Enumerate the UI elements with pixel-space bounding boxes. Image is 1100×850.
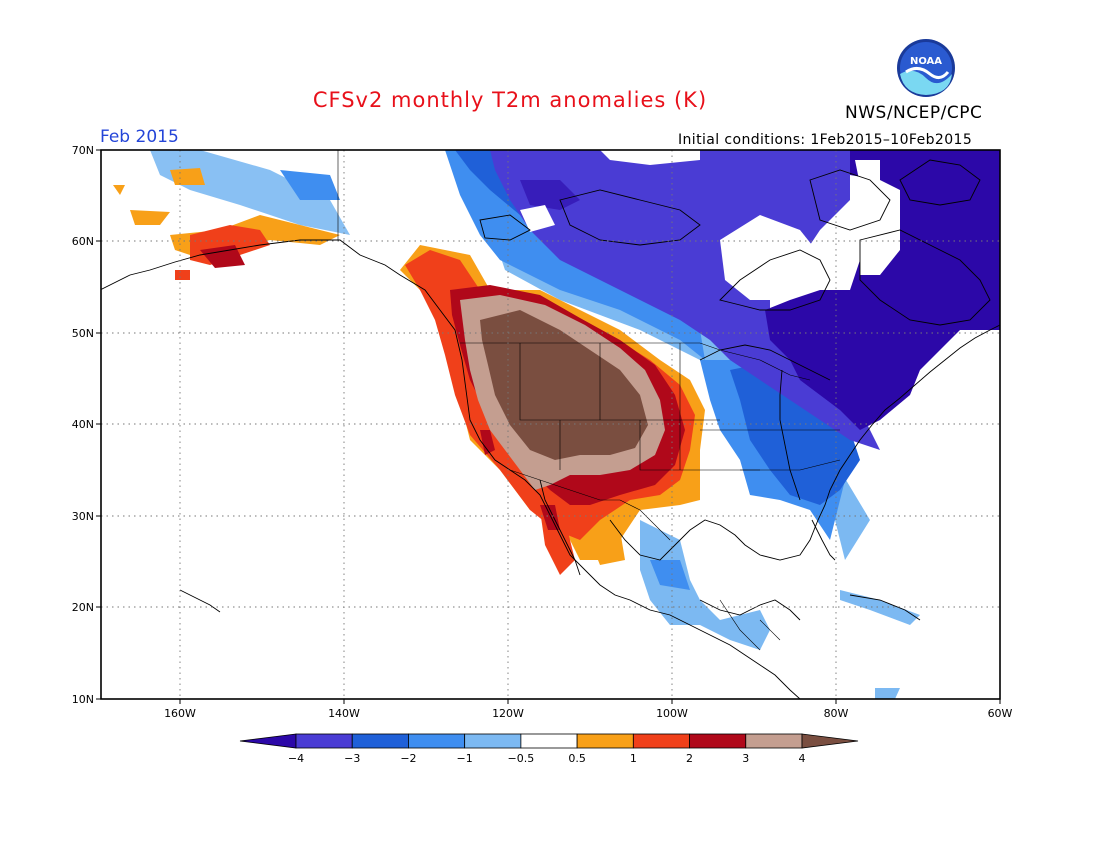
colorbar-label: −1 (457, 752, 473, 765)
colorbar-high-arrow (801, 733, 859, 749)
coastlines (101, 159, 1000, 699)
lon-label: 100W (656, 707, 688, 720)
colorbar-label: 1 (630, 752, 637, 765)
map-title: CFSv2 monthly T2m anomalies (K) (312, 88, 708, 112)
colorbar-swatch (464, 733, 522, 749)
colorbar-label: −3 (344, 752, 360, 765)
lon-label: 120W (492, 707, 524, 720)
graticule (101, 150, 1000, 699)
colorbar-label: 4 (799, 752, 806, 765)
lat-label: 60N (72, 235, 94, 248)
colorbar-swatch (295, 733, 353, 749)
colorbar-label: 0.5 (568, 752, 586, 765)
lat-label: 30N (72, 510, 94, 523)
colorbar-swatch (689, 733, 747, 749)
lon-label: 80W (824, 707, 849, 720)
lat-label: 40N (72, 418, 94, 431)
agency-label: NWS/NCEP/CPC (845, 103, 983, 123)
lat-label: 70N (72, 144, 94, 157)
lat-label: 50N (72, 327, 94, 340)
lat-labels: 70N 60N 50N 40N 30N 20N 10N (72, 144, 101, 706)
map-frame (100, 149, 1001, 700)
colorbar-label: −4 (288, 752, 304, 765)
colorbar-label: 3 (742, 752, 749, 765)
lat-label: 20N (72, 601, 94, 614)
noaa-logo-text: NOAA (910, 56, 942, 67)
colorbar-swatch (520, 733, 578, 749)
colorbar-low-arrow (239, 733, 297, 749)
colorbar-label: 2 (686, 752, 693, 765)
colorbar-swatch (576, 733, 634, 749)
colorbar-swatch (408, 733, 466, 749)
initial-conditions-label: Initial conditions: 1Feb2015–10Feb2015 (678, 132, 973, 148)
valid-month-label: Feb 2015 (100, 127, 179, 147)
colorbar-swatch (351, 733, 409, 749)
noaa-logo: NOAA (897, 39, 955, 97)
political-boundaries (337, 150, 841, 651)
lon-label: 60W (988, 707, 1013, 720)
colorbar-label: −2 (400, 752, 416, 765)
colorbar: −4 −3 −2 −1 −0.5 0.5 1 2 3 4 (239, 733, 859, 765)
anomaly-field (101, 150, 1000, 699)
lon-labels: 160W 140W 120W 100W 80W 60W (164, 699, 1013, 720)
colorbar-label: −0.5 (508, 752, 535, 765)
lon-label: 140W (328, 707, 360, 720)
colorbar-swatch (632, 733, 690, 749)
lon-label: 160W (164, 707, 196, 720)
colorbar-swatch (745, 733, 803, 749)
lat-label: 10N (72, 693, 94, 706)
